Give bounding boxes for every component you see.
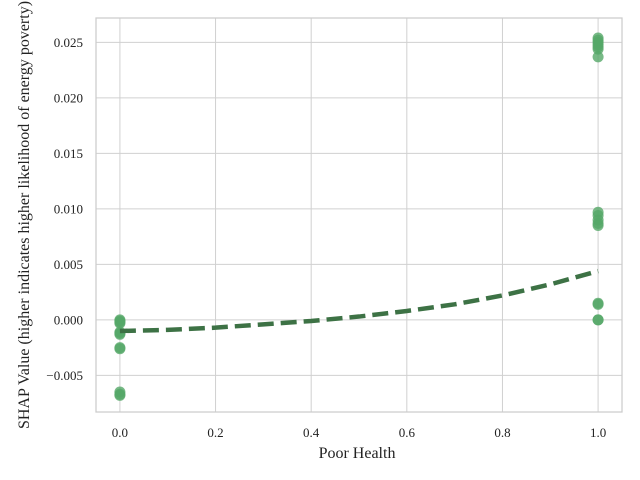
x-axis-label: Poor Health [319, 445, 396, 462]
x-tick-label: 1.0 [590, 425, 606, 440]
y-tick-label: 0.005 [54, 257, 83, 272]
scatter-point [592, 51, 604, 63]
x-tick-label: 0.6 [399, 425, 416, 440]
y-tick-labels: −0.005 0.000 0.005 0.010 0.015 0.020 0.025 [46, 35, 83, 383]
scatter-point [114, 343, 126, 355]
y-tick-label: 0.020 [54, 90, 83, 105]
trend-line-layer [119, 268, 599, 334]
scatter-point [114, 389, 126, 401]
scatter-point [592, 206, 604, 218]
y-tick-label: 0.015 [54, 146, 83, 161]
x-tick-label: 0.4 [303, 425, 320, 440]
y-tick-label: 0.000 [54, 312, 83, 327]
x-tick-label: 0.2 [207, 425, 223, 440]
scatter-point [592, 32, 604, 44]
y-tick-label: −0.005 [46, 368, 83, 383]
scatter-point [592, 314, 604, 326]
scatter-point [592, 297, 604, 309]
x-tick-label: 0.0 [112, 425, 128, 440]
scatter-points [114, 32, 604, 401]
x-tick-label: 0.8 [494, 425, 510, 440]
y-tick-label: 0.010 [54, 201, 83, 216]
plot-frame [95, 17, 623, 413]
x-tick-labels: 0.0 0.2 0.4 0.6 0.8 1.0 [112, 425, 606, 440]
grid [96, 18, 622, 412]
trend-line [119, 268, 599, 334]
y-tick-label: 0.025 [54, 35, 83, 50]
scatter-point [114, 317, 126, 329]
y-axis-label: SHAP Value (higher indicates higher like… [16, 1, 33, 429]
